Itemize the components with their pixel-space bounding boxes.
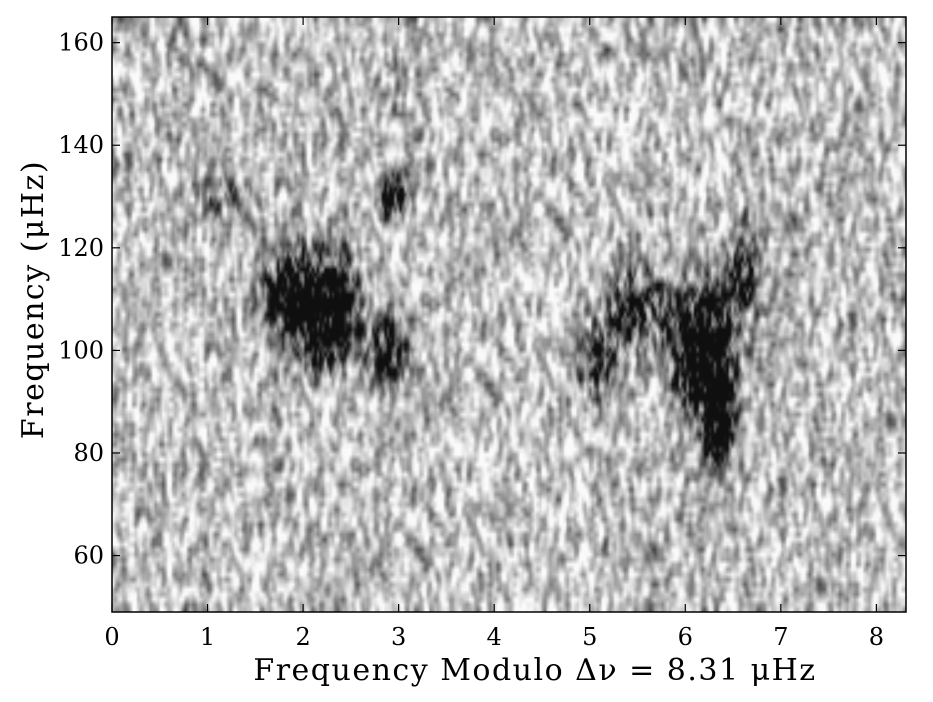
x-tick-label: 3 [391, 623, 406, 651]
y-tick-label: 80 [73, 439, 104, 467]
x-tick-label: 0 [104, 623, 119, 651]
plot-frame [111, 16, 907, 613]
y-axis: 60 80 100 120 140 160 [58, 29, 906, 570]
x-tick-label: 5 [582, 623, 597, 651]
y-tick-label: 140 [58, 131, 104, 159]
y-tick-label: 160 [58, 29, 104, 57]
y-tick-label: 120 [58, 234, 104, 262]
y-tick-label: 60 [73, 542, 104, 570]
x-tick-label: 4 [487, 623, 502, 651]
power-heatmap [112, 17, 906, 612]
x-tick-label: 6 [678, 623, 693, 651]
y-axis-label: Frequency (μHz) [16, 160, 51, 439]
x-axis-label: Frequency Modulo Δν = 8.31 μHz [253, 653, 816, 688]
x-tick-label: 2 [295, 623, 310, 651]
x-tick-label: 7 [773, 623, 788, 651]
y-tick-label: 100 [58, 336, 104, 364]
plot-area [112, 17, 906, 612]
x-axis: 0 1 2 3 4 5 6 7 8 [104, 17, 884, 651]
x-tick-label: 8 [869, 623, 884, 651]
x-tick-label: 1 [200, 623, 215, 651]
